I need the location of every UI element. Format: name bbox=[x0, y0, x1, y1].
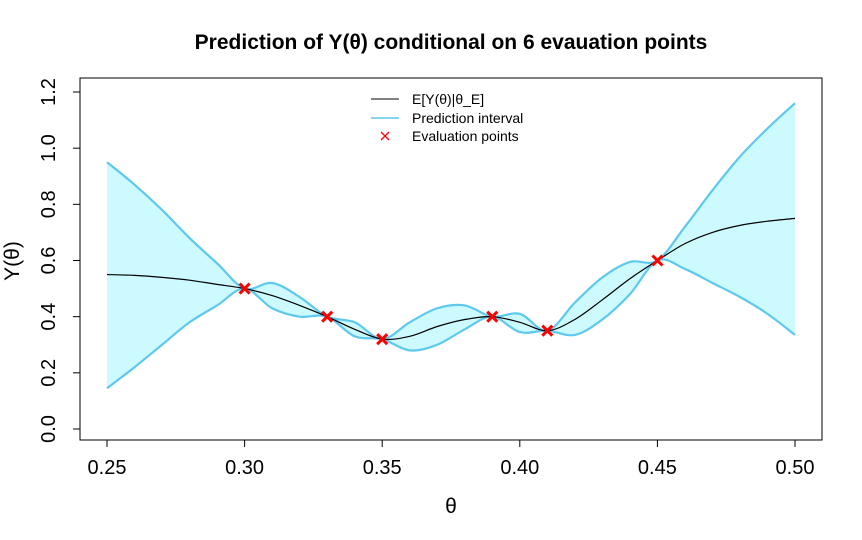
x-tick-label: 0.30 bbox=[225, 457, 264, 479]
y-tick-label: 0.6 bbox=[38, 247, 60, 275]
chart-title: Prediction of Y(θ) conditional on 6 evau… bbox=[195, 31, 708, 54]
legend: E[Y(θ)|θ_E] Prediction interval Evaluati… bbox=[371, 91, 523, 144]
x-axis: 0.25 0.30 0.35 0.40 0.45 0.50 bbox=[88, 439, 815, 479]
mean-line bbox=[106, 217, 796, 341]
evaluation-point bbox=[238, 282, 251, 295]
evaluation-point bbox=[486, 310, 499, 323]
y-tick-label: 1.0 bbox=[38, 134, 60, 162]
legend-interval-label: Prediction interval bbox=[412, 110, 523, 126]
x-tick-label: 0.45 bbox=[638, 457, 677, 479]
y-tick-label: 0.8 bbox=[38, 190, 60, 218]
prediction-interval-upper bbox=[106, 102, 796, 341]
x-axis-label: θ bbox=[445, 495, 457, 518]
legend-mean-label: E[Y(θ)|θ_E] bbox=[412, 91, 484, 107]
y-tick-label: 0.4 bbox=[38, 303, 60, 331]
y-axis-label: Y(θ) bbox=[1, 241, 24, 281]
y-axis: 0.0 0.2 0.4 0.6 0.8 1.0 1.2 bbox=[38, 78, 81, 443]
y-tick-label: 1.2 bbox=[38, 78, 60, 106]
y-tick-label: 0.2 bbox=[38, 359, 60, 387]
legend-points-swatch bbox=[380, 131, 390, 141]
legend-points-label: Evaluation points bbox=[412, 128, 519, 144]
x-tick-label: 0.35 bbox=[363, 457, 402, 479]
y-tick-label: 0.0 bbox=[38, 415, 60, 443]
evaluation-point bbox=[321, 310, 334, 323]
x-tick-label: 0.25 bbox=[88, 457, 127, 479]
prediction-interval-band bbox=[107, 103, 795, 389]
evaluation-point bbox=[376, 333, 389, 346]
x-tick-label: 0.40 bbox=[500, 457, 539, 479]
prediction-interval-lower bbox=[106, 258, 796, 390]
plot-area bbox=[106, 102, 796, 390]
x-tick-label: 0.50 bbox=[776, 457, 815, 479]
evaluation-point bbox=[541, 324, 554, 337]
evaluation-point bbox=[651, 254, 664, 267]
